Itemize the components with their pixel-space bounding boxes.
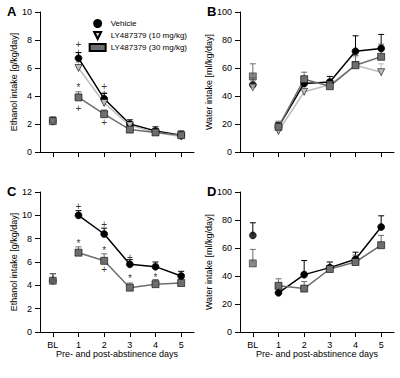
svg-text:4: 4: [27, 280, 32, 290]
svg-text:*: *: [128, 273, 132, 284]
svg-text:10: 10: [22, 210, 32, 220]
svg-text:0: 0: [27, 147, 32, 157]
svg-text:+: +: [101, 88, 107, 99]
svg-text:B: B: [207, 4, 216, 19]
svg-text:+: +: [76, 201, 82, 212]
svg-text:2: 2: [27, 304, 32, 314]
svg-text:Pre- and post-abstinence days: Pre- and post-abstinence days: [256, 349, 379, 359]
svg-text:C: C: [7, 184, 17, 199]
svg-text:4: 4: [353, 340, 358, 350]
svg-text:100: 100: [217, 7, 232, 17]
svg-text:0: 0: [227, 327, 232, 337]
svg-text:Water intake [ml/kg/day]: Water intake [ml/kg/day]: [204, 34, 214, 130]
svg-text:LY487379 (10 mg/kg): LY487379 (10 mg/kg): [111, 31, 188, 40]
svg-text:*: *: [77, 82, 81, 93]
svg-text:5: 5: [179, 340, 184, 350]
svg-text:1: 1: [76, 340, 81, 350]
svg-text:3: 3: [127, 340, 132, 350]
svg-text:80: 80: [222, 215, 232, 225]
svg-text:5: 5: [379, 340, 384, 350]
svg-text:+: +: [76, 103, 82, 114]
svg-text:+: +: [101, 117, 107, 128]
svg-text:60: 60: [222, 243, 232, 253]
svg-text:*: *: [102, 245, 106, 256]
svg-text:8: 8: [27, 234, 32, 244]
svg-text:*: *: [154, 272, 158, 283]
svg-text:4: 4: [27, 91, 32, 101]
svg-text:4: 4: [153, 340, 158, 350]
svg-text:+: +: [127, 252, 133, 263]
svg-text:6: 6: [27, 257, 32, 267]
svg-text:12: 12: [22, 187, 32, 197]
svg-text:0: 0: [227, 147, 232, 157]
svg-text:*: *: [77, 238, 81, 249]
svg-text:20: 20: [222, 299, 232, 309]
svg-text:2: 2: [27, 119, 32, 129]
svg-text:D: D: [207, 184, 216, 199]
svg-text:Ethanol intake [g/kg/day]: Ethanol intake [g/kg/day]: [9, 33, 19, 132]
svg-text:20: 20: [222, 119, 232, 129]
svg-text:Water intake [ml/kg/day]: Water intake [ml/kg/day]: [204, 214, 214, 310]
svg-text:+: +: [101, 264, 107, 275]
svg-text:A: A: [7, 4, 17, 19]
svg-text:40: 40: [222, 91, 232, 101]
svg-text:6: 6: [27, 63, 32, 73]
svg-text:80: 80: [222, 35, 232, 45]
svg-text:Ethanol intake [g/kg/day]: Ethanol intake [g/kg/day]: [9, 213, 19, 312]
svg-text:2: 2: [302, 340, 307, 350]
svg-text:100: 100: [217, 187, 232, 197]
svg-text:10: 10: [22, 7, 32, 17]
svg-text:2: 2: [102, 340, 107, 350]
svg-text:1: 1: [276, 340, 281, 350]
svg-text:+: +: [76, 47, 82, 58]
svg-text:Vehicle: Vehicle: [111, 19, 137, 28]
svg-text:60: 60: [222, 63, 232, 73]
svg-text:40: 40: [222, 271, 232, 281]
svg-text:BL: BL: [47, 340, 58, 350]
svg-text:0: 0: [27, 327, 32, 337]
svg-text:Pre- and post-abstinence days: Pre- and post-abstinence days: [56, 349, 179, 359]
svg-text:+: +: [101, 219, 107, 230]
svg-text:8: 8: [27, 35, 32, 45]
svg-text:LY487379 (30 mg/kg): LY487379 (30 mg/kg): [111, 43, 188, 52]
svg-text:3: 3: [327, 340, 332, 350]
svg-text:BL: BL: [247, 340, 258, 350]
